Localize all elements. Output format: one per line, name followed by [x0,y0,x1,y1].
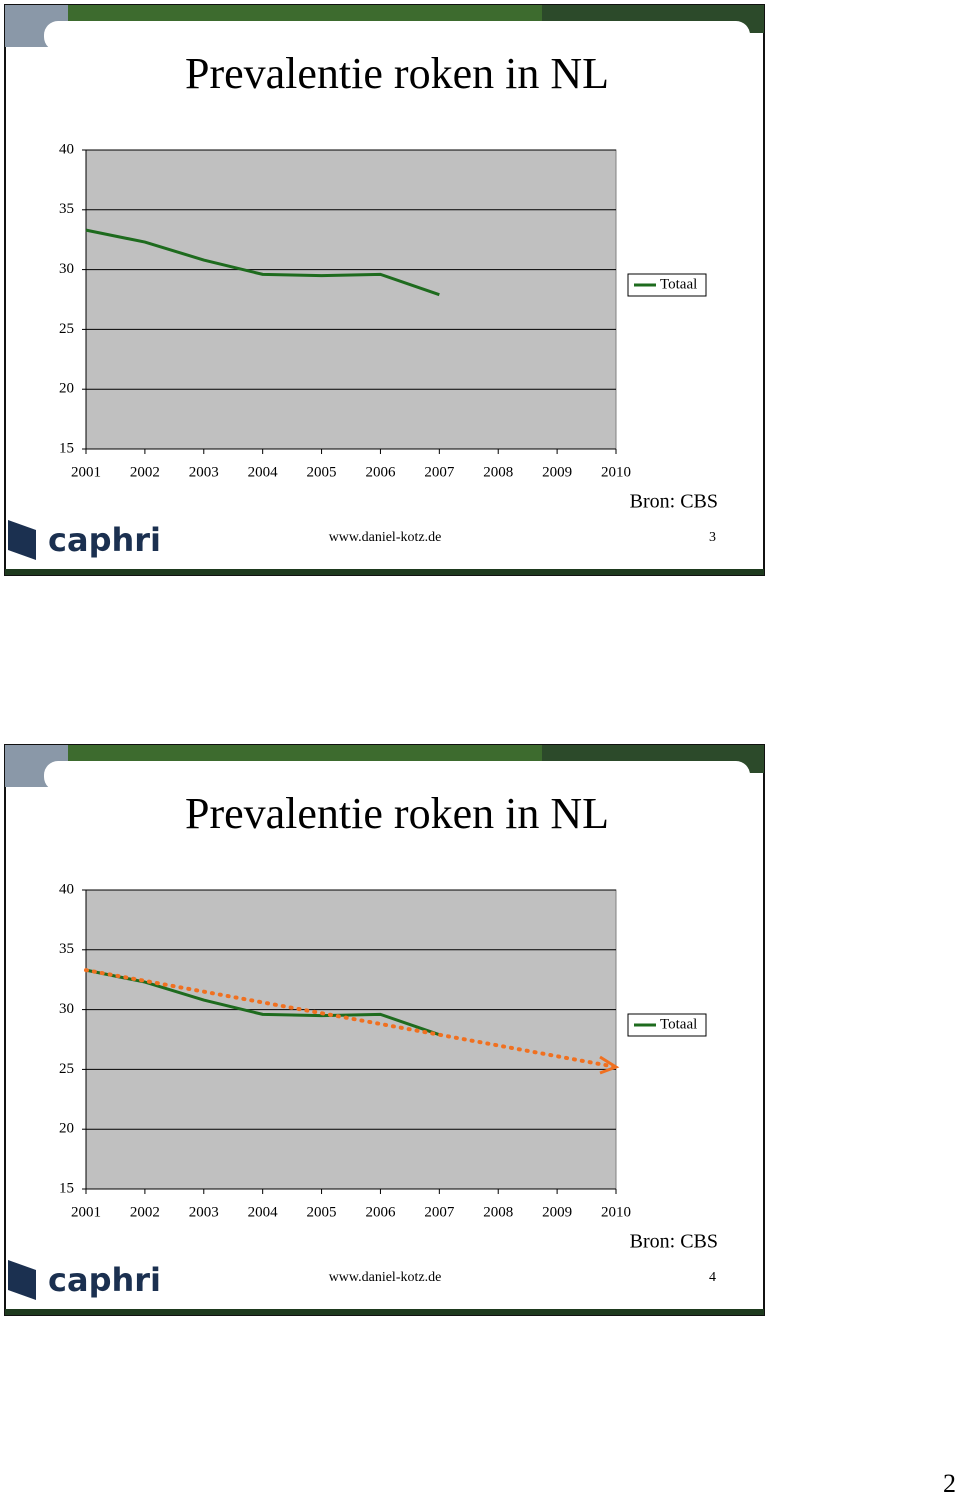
x-tick-label: 2008 [483,464,513,480]
x-tick-label: 2003 [189,464,219,480]
x-tick-label: 2007 [424,464,455,480]
y-tick-label: 25 [59,321,74,337]
x-tick-label: 2009 [542,1204,572,1220]
x-tick-label: 2004 [248,1204,279,1220]
x-tick-label: 2008 [483,1204,513,1220]
x-tick-label: 2009 [542,464,572,480]
y-tick-label: 20 [59,381,74,397]
y-tick-label: 15 [59,1180,74,1196]
y-tick-label: 30 [59,1001,74,1017]
source: Bron: CBS [630,491,718,513]
slide-number: 4 [709,1270,716,1285]
plot-area [85,889,617,1190]
footer-url: www.daniel-kotz.de [329,1270,442,1285]
slide-title: Prevalentie roken in NL [185,789,609,838]
slide-bottom-border [5,1309,764,1315]
y-tick-label: 25 [59,1061,74,1077]
y-tick-label: 35 [59,941,74,957]
legend-box [627,273,707,297]
data-line [85,228,440,297]
trend-line [84,968,618,1070]
x-tick-label: 2003 [189,1204,219,1220]
x-tick-label: 2007 [424,1204,455,1220]
slide: caphri Prevalentie roken in NL Bron: CBS ww… [4,4,765,576]
logo-text: caphri [48,1261,161,1299]
source: Bron: CBS [630,1231,718,1253]
slide-title: Prevalentie roken in NL [185,49,609,98]
x-tick-label: 2004 [248,464,279,480]
um-logo [8,1260,36,1300]
slide: caphri Prevalentie roken in NL Bron: CBS ww… [4,744,765,1316]
x-tick-label: 2006 [365,1204,396,1220]
x-tick-label: 2005 [307,464,337,480]
legend-label: Totaal [660,276,697,292]
y-tick-label: 15 [59,440,74,456]
plot-area [85,149,617,450]
x-tick-label: 2002 [130,1204,160,1220]
trend-arrow [599,1055,620,1075]
header-bar [68,5,542,21]
x-tick-label: 2005 [307,1204,337,1220]
data-line [85,968,440,1037]
y-tick-label: 40 [59,881,74,897]
slide-bottom-border [5,569,764,575]
y-tick-label: 30 [59,261,74,277]
um-logo [8,520,36,560]
logo-text: caphri [48,521,161,559]
y-tick-label: 40 [59,141,74,157]
content-area [44,21,750,51]
x-tick-label: 2001 [71,464,101,480]
x-tick-label: 2010 [601,464,631,480]
x-tick-label: 2006 [365,464,396,480]
slide-number: 3 [709,530,716,545]
legend-label: Totaal [660,1016,697,1032]
footer-url: www.daniel-kotz.de [329,530,442,545]
x-tick-label: 2010 [601,1204,631,1220]
x-tick-label: 2001 [71,1204,101,1220]
header-bar [68,745,542,761]
page-number: 2 [943,1469,956,1498]
x-tick-label: 2002 [130,464,160,480]
legend-box [627,1013,707,1037]
y-tick-label: 35 [59,201,74,217]
y-tick-label: 20 [59,1121,74,1137]
content-area [44,761,750,791]
